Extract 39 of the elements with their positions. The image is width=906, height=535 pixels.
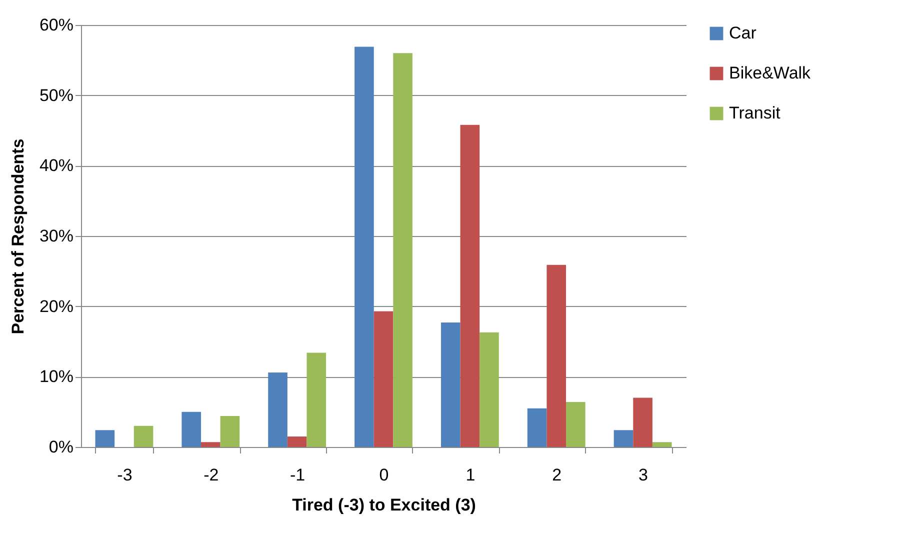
y-tick-label: 20% (39, 296, 74, 316)
bar (306, 352, 326, 447)
bar (95, 430, 115, 447)
bar (200, 442, 220, 447)
bar (287, 436, 307, 447)
bar (182, 412, 201, 447)
bar (268, 372, 288, 447)
y-axis-title: Percent of Respondents (8, 138, 28, 334)
bar (652, 442, 672, 447)
y-tick-label: 10% (39, 367, 74, 386)
x-axis-title: Tired (-3) to Excited (3) (292, 496, 476, 514)
bar (527, 408, 547, 447)
bar (480, 332, 499, 447)
legend-label: Bike&Walk (729, 64, 812, 82)
x-tick-label: -3 (117, 466, 132, 484)
y-tick-label: 40% (39, 156, 74, 176)
y-tick-label: 0% (48, 438, 74, 456)
y-tick-label: 30% (39, 226, 74, 246)
bar (546, 264, 566, 447)
legend-label: Car (729, 24, 757, 42)
bar (374, 311, 394, 447)
legend-label: Transit (729, 104, 781, 122)
y-tick-label: 50% (39, 86, 74, 105)
x-tick-label: -2 (204, 466, 219, 484)
y-tick-label: 60% (39, 16, 74, 34)
x-tick-label: 0 (379, 466, 389, 484)
x-tick-label: 3 (638, 466, 648, 484)
bar (393, 53, 412, 447)
x-tick-label: 2 (552, 466, 562, 484)
bar (220, 416, 240, 447)
bar (633, 398, 652, 447)
bar (460, 124, 480, 447)
x-tick-label: -1 (290, 466, 306, 484)
bar (134, 426, 154, 447)
x-tick-label: 1 (466, 466, 476, 484)
bar (354, 46, 374, 447)
bar (614, 430, 634, 447)
bar (566, 402, 586, 447)
bar (440, 322, 460, 447)
